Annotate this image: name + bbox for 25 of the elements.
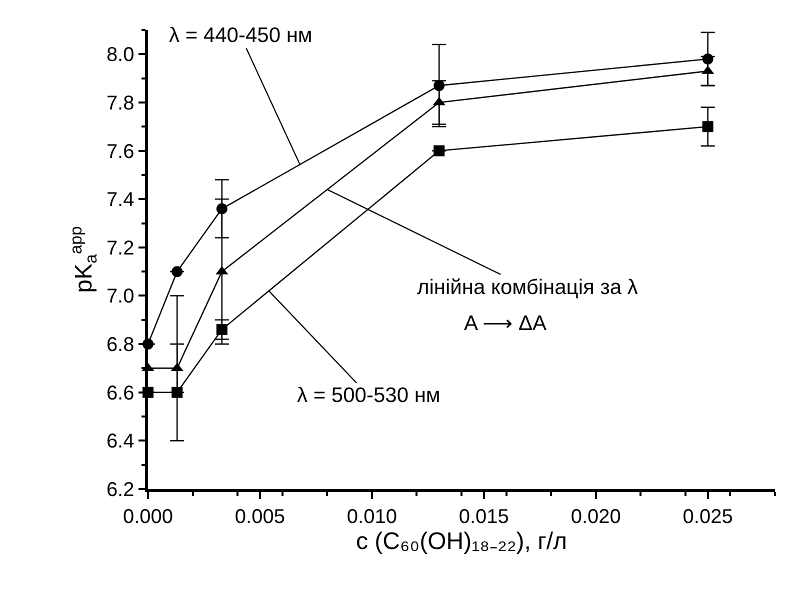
x-tick-label: 0.025 xyxy=(682,506,733,528)
y-tick-label: 6.6 xyxy=(106,382,134,404)
y-tick-label: 6.8 xyxy=(106,334,134,356)
y-tick-label: 7.4 xyxy=(106,189,134,212)
annotation: A ⟶ ΔA xyxy=(464,312,547,335)
x-axis-title: c (C₆₀(OH)₁₈₋₂₂), г/л xyxy=(356,528,568,556)
annotation: λ = 500-530 нм xyxy=(297,384,440,407)
point xyxy=(434,145,445,156)
point xyxy=(702,121,714,132)
point xyxy=(172,266,183,278)
x-tick-label: 0.020 xyxy=(570,506,621,528)
y-tick-label: 8.0 xyxy=(106,44,134,66)
y-tick-label: 6.4 xyxy=(106,430,134,453)
x-tick-label: 0.000 xyxy=(122,506,174,528)
y-tick-label: 7.0 xyxy=(106,286,134,308)
y-tick-label: 6.2 xyxy=(106,479,134,501)
annotation: лінійна комбінація за λ xyxy=(417,276,638,299)
annotation: λ = 440-450 нм xyxy=(169,24,312,47)
x-tick-label: 0.005 xyxy=(234,506,285,528)
x-tick-label: 0.015 xyxy=(458,506,509,528)
y-tick-label: 7.2 xyxy=(106,237,134,260)
y-tick-label: 7.8 xyxy=(106,92,134,114)
y-tick-label: 7.6 xyxy=(106,140,134,163)
x-tick-label: 0.010 xyxy=(346,506,397,528)
point xyxy=(172,386,183,398)
